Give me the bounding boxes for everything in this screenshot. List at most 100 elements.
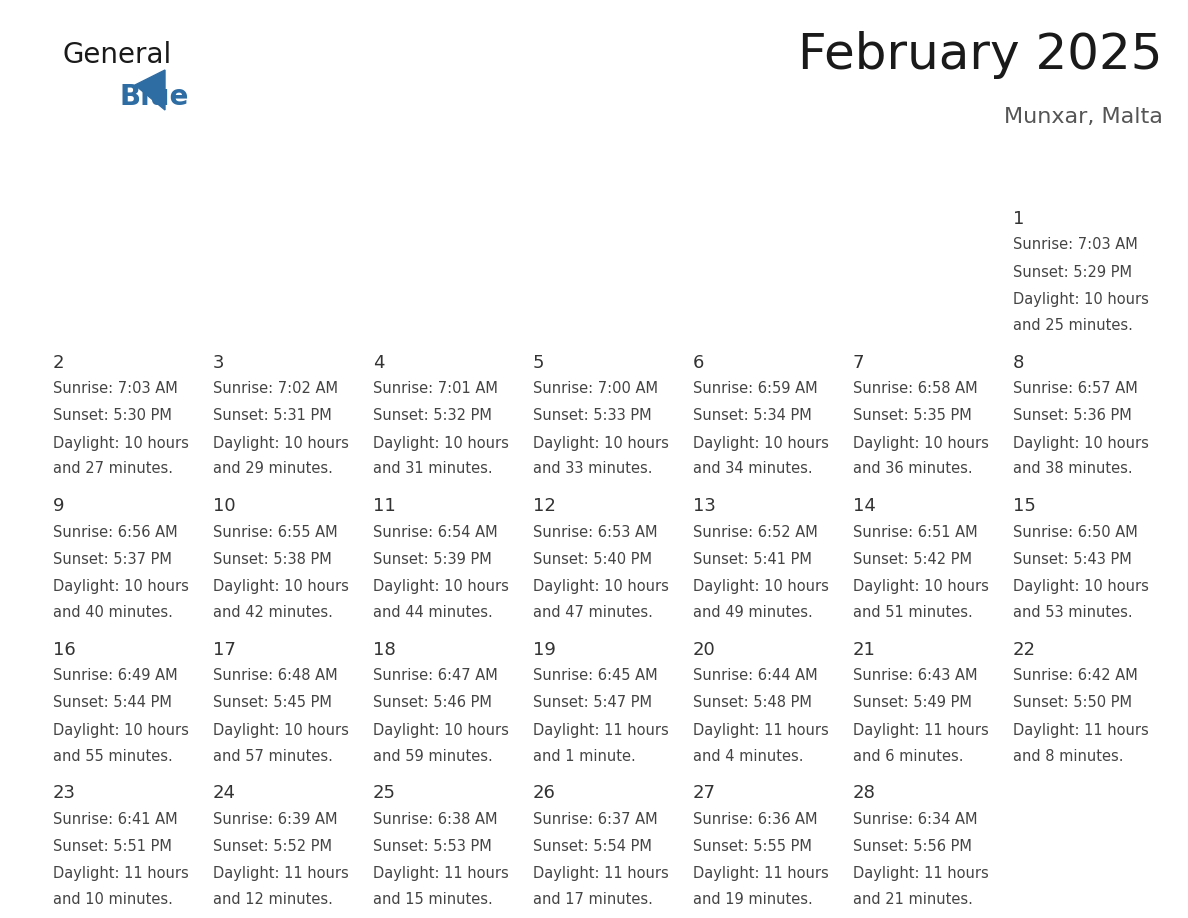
Text: 12: 12 [533,498,556,515]
Text: Daylight: 10 hours: Daylight: 10 hours [853,579,988,594]
Text: Sunrise: 6:53 AM: Sunrise: 6:53 AM [533,524,657,540]
Text: Sunrise: 6:52 AM: Sunrise: 6:52 AM [693,524,817,540]
Text: 26: 26 [533,785,556,802]
Text: Sunset: 5:35 PM: Sunset: 5:35 PM [853,409,972,423]
Text: Sunset: 5:54 PM: Sunset: 5:54 PM [533,839,652,854]
Text: and 55 minutes.: and 55 minutes. [53,748,172,764]
Text: 14: 14 [853,498,876,515]
Text: Sunset: 5:49 PM: Sunset: 5:49 PM [853,696,972,711]
Polygon shape [135,70,165,110]
Text: and 53 minutes.: and 53 minutes. [1013,605,1132,620]
Text: and 34 minutes.: and 34 minutes. [693,462,813,476]
Text: February 2025: February 2025 [798,31,1163,79]
Text: Daylight: 10 hours: Daylight: 10 hours [853,435,988,451]
Text: Sunset: 5:31 PM: Sunset: 5:31 PM [213,409,331,423]
Text: Daylight: 10 hours: Daylight: 10 hours [693,579,829,594]
Text: Sunset: 5:56 PM: Sunset: 5:56 PM [853,839,972,854]
Text: Sunset: 5:42 PM: Sunset: 5:42 PM [853,552,972,566]
Text: 7: 7 [853,353,865,372]
Text: 10: 10 [213,498,235,515]
Text: 21: 21 [853,641,876,659]
Text: Sunrise: 7:00 AM: Sunrise: 7:00 AM [533,381,658,396]
Text: Daylight: 10 hours: Daylight: 10 hours [53,579,189,594]
Text: Sunrise: 6:59 AM: Sunrise: 6:59 AM [693,381,817,396]
Text: Sunset: 5:40 PM: Sunset: 5:40 PM [533,552,652,566]
Text: and 8 minutes.: and 8 minutes. [1013,748,1124,764]
Text: Daylight: 10 hours: Daylight: 10 hours [213,722,349,738]
Text: Sunrise: 6:51 AM: Sunrise: 6:51 AM [853,524,978,540]
Text: Sunset: 5:30 PM: Sunset: 5:30 PM [53,409,172,423]
Text: Sunset: 5:37 PM: Sunset: 5:37 PM [53,552,172,566]
Text: Sunrise: 6:42 AM: Sunrise: 6:42 AM [1013,668,1138,683]
Text: Thursday: Thursday [695,169,778,186]
Text: and 59 minutes.: and 59 minutes. [373,748,493,764]
Text: Daylight: 10 hours: Daylight: 10 hours [1013,292,1149,307]
Text: Friday: Friday [854,169,909,186]
Text: 8: 8 [1013,353,1024,372]
Text: Daylight: 10 hours: Daylight: 10 hours [1013,435,1149,451]
Text: 3: 3 [213,353,225,372]
Text: Sunrise: 6:44 AM: Sunrise: 6:44 AM [693,668,817,683]
Text: and 15 minutes.: and 15 minutes. [373,892,493,907]
Text: Sunrise: 6:37 AM: Sunrise: 6:37 AM [533,812,658,827]
Text: Sunrise: 6:43 AM: Sunrise: 6:43 AM [853,668,978,683]
Text: Sunrise: 6:49 AM: Sunrise: 6:49 AM [53,668,178,683]
Text: 28: 28 [853,785,876,802]
Text: Daylight: 11 hours: Daylight: 11 hours [213,867,349,881]
Text: Sunset: 5:46 PM: Sunset: 5:46 PM [373,696,492,711]
Text: Sunrise: 6:38 AM: Sunrise: 6:38 AM [373,812,498,827]
Text: Sunset: 5:33 PM: Sunset: 5:33 PM [533,409,652,423]
Text: Daylight: 11 hours: Daylight: 11 hours [533,867,669,881]
Text: Daylight: 10 hours: Daylight: 10 hours [213,579,349,594]
Text: Sunrise: 6:48 AM: Sunrise: 6:48 AM [213,668,337,683]
Text: and 1 minute.: and 1 minute. [533,748,636,764]
Text: 16: 16 [53,641,76,659]
Text: 18: 18 [373,641,396,659]
Text: Sunset: 5:55 PM: Sunset: 5:55 PM [693,839,811,854]
Text: Sunrise: 6:36 AM: Sunrise: 6:36 AM [693,812,817,827]
Text: and 40 minutes.: and 40 minutes. [53,605,173,620]
Text: and 10 minutes.: and 10 minutes. [53,892,173,907]
Text: Munxar, Malta: Munxar, Malta [1004,107,1163,127]
Text: Sunset: 5:32 PM: Sunset: 5:32 PM [373,409,492,423]
Text: Daylight: 10 hours: Daylight: 10 hours [693,435,829,451]
Text: and 17 minutes.: and 17 minutes. [533,892,653,907]
Text: 27: 27 [693,785,716,802]
Text: and 44 minutes.: and 44 minutes. [373,605,493,620]
Text: Daylight: 11 hours: Daylight: 11 hours [533,722,669,738]
Text: and 12 minutes.: and 12 minutes. [213,892,333,907]
Text: Daylight: 10 hours: Daylight: 10 hours [373,722,508,738]
Text: Sunset: 5:48 PM: Sunset: 5:48 PM [693,696,811,711]
Text: 11: 11 [373,498,396,515]
Text: Sunset: 5:47 PM: Sunset: 5:47 PM [533,696,652,711]
Text: Daylight: 10 hours: Daylight: 10 hours [533,579,669,594]
Text: Sunset: 5:34 PM: Sunset: 5:34 PM [693,409,811,423]
Text: Sunrise: 6:41 AM: Sunrise: 6:41 AM [53,812,178,827]
Text: 23: 23 [53,785,76,802]
Text: and 4 minutes.: and 4 minutes. [693,748,803,764]
Text: Sunset: 5:29 PM: Sunset: 5:29 PM [1013,264,1132,280]
Text: Sunset: 5:53 PM: Sunset: 5:53 PM [373,839,492,854]
Text: Daylight: 11 hours: Daylight: 11 hours [853,722,988,738]
Text: Daylight: 11 hours: Daylight: 11 hours [53,867,189,881]
Text: Daylight: 10 hours: Daylight: 10 hours [373,579,508,594]
Text: Wednesday: Wednesday [535,169,639,186]
Text: Sunrise: 6:45 AM: Sunrise: 6:45 AM [533,668,658,683]
Text: Sunset: 5:44 PM: Sunset: 5:44 PM [53,696,172,711]
Text: Sunrise: 7:01 AM: Sunrise: 7:01 AM [373,381,498,396]
Text: General: General [62,41,171,69]
Text: Sunrise: 6:56 AM: Sunrise: 6:56 AM [53,524,178,540]
Text: 17: 17 [213,641,236,659]
Text: and 51 minutes.: and 51 minutes. [853,605,973,620]
Text: Monday: Monday [215,169,285,186]
Text: and 21 minutes.: and 21 minutes. [853,892,973,907]
Text: Sunset: 5:52 PM: Sunset: 5:52 PM [213,839,331,854]
Text: and 38 minutes.: and 38 minutes. [1013,462,1132,476]
Text: Sunset: 5:45 PM: Sunset: 5:45 PM [213,696,331,711]
Text: Sunrise: 7:02 AM: Sunrise: 7:02 AM [213,381,339,396]
Text: Sunrise: 7:03 AM: Sunrise: 7:03 AM [1013,238,1138,252]
Text: Daylight: 10 hours: Daylight: 10 hours [373,435,508,451]
Text: and 42 minutes.: and 42 minutes. [213,605,333,620]
Text: Sunrise: 7:03 AM: Sunrise: 7:03 AM [53,381,178,396]
Text: Sunrise: 6:57 AM: Sunrise: 6:57 AM [1013,381,1138,396]
